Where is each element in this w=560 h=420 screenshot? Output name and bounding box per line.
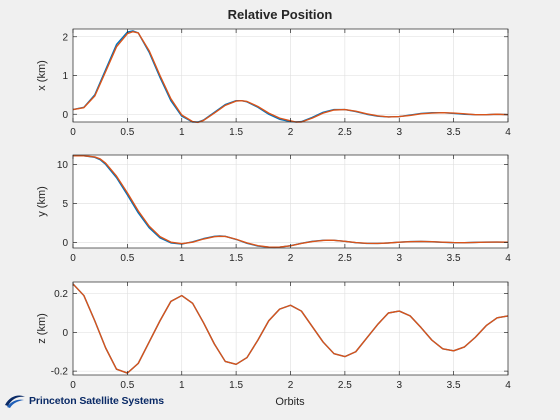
x-tick-label: 1 xyxy=(179,380,185,391)
subplot-1: 0 0.5 1 1.5 2 2.5 3 3.5 4 0 1 2 x (km) xyxy=(36,28,511,138)
x-tick-label: 0 xyxy=(70,127,76,138)
y-tick-label: 0 xyxy=(62,110,68,121)
x-tick-label: 1 xyxy=(179,127,185,138)
series-2-line xyxy=(72,31,509,124)
y-axis-label: y (km) xyxy=(36,186,48,217)
x-tick-label: 4 xyxy=(505,380,511,391)
x-tick-label: 3 xyxy=(396,380,402,391)
y-tick-label: 0.2 xyxy=(54,289,68,300)
y-tick-label: 0 xyxy=(62,238,68,249)
x-tick-label: 3.5 xyxy=(447,253,461,264)
series-2-line xyxy=(73,155,509,248)
x-tick-label: 3 xyxy=(396,127,402,138)
company-logo: Princeton Satellite Systems xyxy=(4,393,164,409)
x-tick-label: 2.5 xyxy=(338,253,352,264)
x-tick-label: 3.5 xyxy=(447,127,461,138)
x-tick-label: 2 xyxy=(288,380,294,391)
y-axis-label: x (km) xyxy=(36,60,48,91)
x-tick-label: 3 xyxy=(396,253,402,264)
subplot-3: 0 0.5 1 1.5 2 2.5 3 3.5 4-0.200.2z (km) xyxy=(36,281,511,391)
y-tick-label: 2 xyxy=(62,32,68,43)
x-tick-label: 1.5 xyxy=(229,253,243,264)
x-axis-label: Orbits xyxy=(275,396,305,408)
x-tick-label: 0 xyxy=(70,253,76,264)
x-tick-label: 1.5 xyxy=(229,380,243,391)
x-tick-label: 2.5 xyxy=(338,127,352,138)
y-tick-label: 10 xyxy=(57,160,69,171)
logo-text: Princeton Satellite Systems xyxy=(29,395,165,407)
swoosh-icon xyxy=(5,395,25,408)
series-2-line xyxy=(72,283,509,374)
y-tick-label: -0.2 xyxy=(51,367,69,378)
x-tick-label: 1.5 xyxy=(229,127,243,138)
x-tick-label: 0.5 xyxy=(120,380,134,391)
x-tick-label: 0.5 xyxy=(120,253,134,264)
y-tick-label: 5 xyxy=(62,199,68,210)
x-tick-label: 2 xyxy=(288,127,294,138)
figure-title: Relative Position xyxy=(228,7,333,22)
x-tick-label: 0 xyxy=(70,380,76,391)
x-tick-label: 2 xyxy=(288,253,294,264)
subplots: 0 0.5 1 1.5 2 2.5 3 3.5 4 0 1 2 x (km) 0 0.5 1 1.5 2 2.5 3 3… xyxy=(36,28,511,391)
x-tick-label: 0.5 xyxy=(120,127,134,138)
x-tick-label: 4 xyxy=(505,127,511,138)
x-tick-label: 1 xyxy=(179,253,185,264)
x-tick-label: 3.5 xyxy=(447,380,461,391)
x-tick-label: 2.5 xyxy=(338,380,352,391)
y-axis-label: z (km) xyxy=(36,313,48,344)
y-tick-label: 0 xyxy=(62,328,68,339)
x-tick-label: 4 xyxy=(505,253,511,264)
subplot-2: 0 0.5 1 1.5 2 2.5 3 3.5 4 0 5 10 y (km) xyxy=(36,154,511,264)
y-tick-label: 1 xyxy=(62,71,68,82)
